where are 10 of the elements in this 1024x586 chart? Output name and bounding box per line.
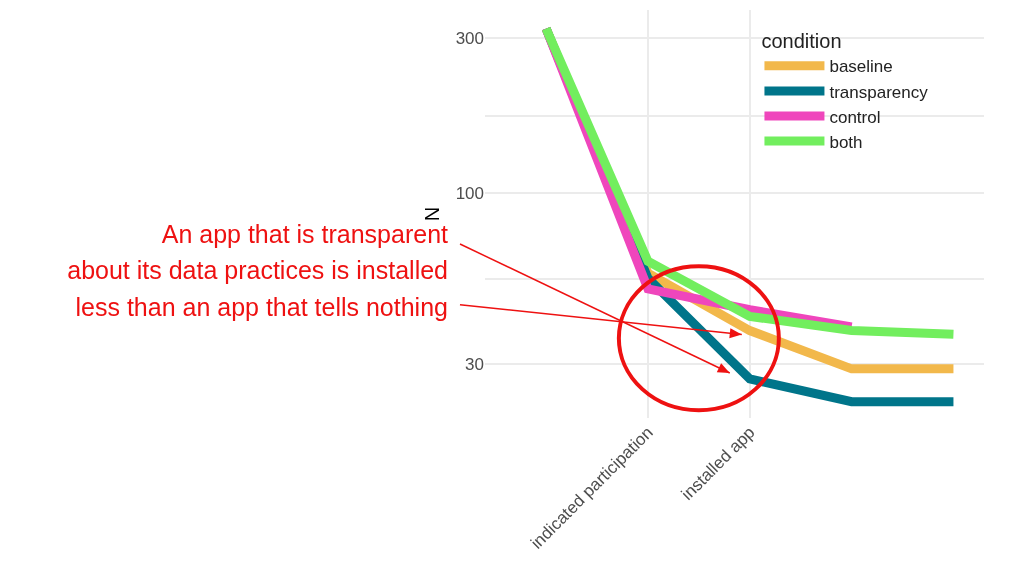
y-tick-label: 30 xyxy=(465,355,484,374)
y-tick-label: 300 xyxy=(455,28,484,48)
legend-label: baseline xyxy=(829,57,893,77)
y-tick-label: 100 xyxy=(455,184,484,204)
legend-label: transparency xyxy=(829,82,929,102)
legend-label: control xyxy=(829,107,881,127)
y-axis-title: N xyxy=(421,206,444,222)
legend-title: condition xyxy=(761,30,842,53)
legend-label: both xyxy=(829,132,863,152)
text: An app that is transparent about its data practices is installed less than an app that tells nothing xyxy=(67,220,448,323)
